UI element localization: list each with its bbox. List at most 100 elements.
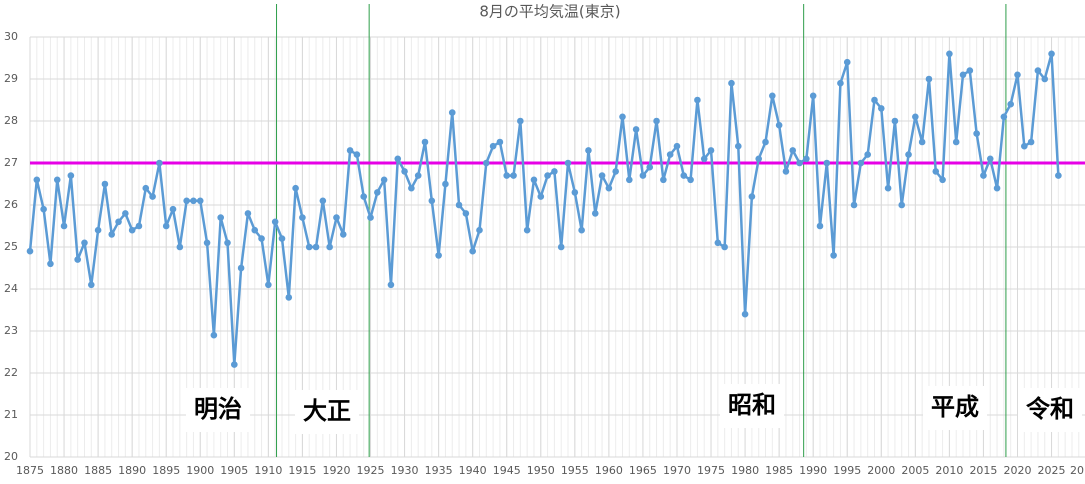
y-tick-label: 26	[4, 198, 18, 211]
data-point	[918, 138, 926, 146]
data-point	[789, 147, 797, 154]
data-point	[183, 197, 190, 205]
data-point	[387, 281, 395, 289]
data-point	[448, 109, 456, 116]
x-tick-label: 1895	[152, 464, 180, 477]
data-point	[203, 239, 211, 247]
data-point	[292, 184, 299, 192]
data-point	[571, 189, 579, 196]
data-point	[966, 67, 974, 74]
era-label-bg	[1018, 388, 1082, 432]
data-point	[632, 126, 640, 133]
data-point	[462, 210, 470, 217]
data-point	[1034, 67, 1042, 74]
data-point	[74, 256, 81, 263]
data-point	[60, 222, 68, 230]
data-point	[843, 58, 851, 66]
era-label: 明治	[194, 395, 242, 423]
y-tick-label: 24	[4, 282, 18, 295]
y-tick-label: 29	[4, 72, 18, 85]
data-point	[741, 310, 749, 318]
data-point	[700, 155, 708, 163]
data-point	[53, 176, 61, 184]
x-tick-label: 2025	[1038, 464, 1066, 477]
data-point	[435, 252, 442, 259]
data-point	[122, 210, 129, 217]
data-point	[850, 201, 858, 209]
data-point	[673, 142, 681, 150]
data-point	[319, 197, 327, 205]
data-point	[353, 151, 361, 158]
series-line	[28, 52, 1060, 366]
data-point	[544, 172, 551, 179]
data-point	[993, 184, 1001, 192]
data-point	[401, 168, 408, 175]
y-tick-label: 21	[4, 408, 18, 421]
data-point	[156, 159, 163, 167]
x-tick-label: 20	[1070, 464, 1084, 477]
data-point	[455, 201, 463, 209]
x-tick-label: 2015	[969, 464, 997, 477]
data-point	[47, 260, 54, 268]
data-point	[925, 75, 933, 83]
data-point	[626, 176, 633, 184]
data-point	[169, 205, 177, 213]
data-point	[251, 226, 259, 234]
data-point	[285, 294, 293, 301]
era-label: 大正	[303, 397, 351, 425]
data-point	[666, 151, 674, 158]
data-point	[237, 264, 245, 272]
data-point	[782, 168, 790, 175]
data-point	[489, 142, 497, 150]
data-point	[115, 218, 122, 226]
x-tick-label: 2005	[901, 464, 929, 477]
x-tick-label: 1925	[357, 464, 385, 477]
x-tick-label: 2000	[867, 464, 895, 477]
x-tick-label: 1885	[84, 464, 112, 477]
y-tick-label: 30	[4, 30, 18, 43]
data-point	[67, 172, 75, 179]
data-point	[360, 193, 368, 200]
data-point	[905, 151, 912, 158]
data-point	[864, 151, 871, 158]
y-tick-label: 28	[4, 114, 18, 127]
data-point	[333, 214, 340, 221]
data-point	[660, 176, 667, 184]
data-point	[707, 147, 715, 154]
data-point	[939, 176, 946, 184]
data-point	[748, 193, 756, 200]
data-point	[564, 159, 572, 167]
x-tick-label: 1880	[50, 464, 78, 477]
data-point	[809, 92, 817, 100]
y-tick-label: 20	[4, 450, 18, 463]
data-point	[898, 201, 906, 209]
data-point	[932, 168, 940, 175]
data-point	[1007, 100, 1014, 108]
data-point	[482, 159, 490, 167]
data-point	[986, 155, 994, 163]
data-point	[871, 96, 878, 104]
data-point	[299, 214, 306, 221]
data-point	[891, 117, 899, 125]
data-point	[755, 155, 763, 163]
data-point	[551, 168, 558, 175]
data-point	[912, 113, 919, 121]
data-point	[210, 331, 218, 339]
data-point	[408, 184, 415, 192]
x-tick-label: 1910	[254, 464, 282, 477]
data-point	[81, 239, 88, 247]
data-point	[496, 138, 504, 146]
data-point	[135, 222, 143, 230]
x-tick-label: 1950	[527, 464, 555, 477]
data-point	[653, 117, 660, 125]
era-label-bg	[923, 386, 987, 430]
x-tick-label: 1985	[765, 464, 793, 477]
data-point	[367, 214, 374, 221]
data-point	[721, 243, 728, 251]
chart-title: 8月の平均気温(東京)	[479, 3, 620, 21]
data-point	[694, 96, 701, 104]
data-point	[26, 247, 34, 255]
data-point	[414, 172, 422, 179]
data-point	[142, 184, 150, 192]
data-point	[973, 130, 980, 137]
